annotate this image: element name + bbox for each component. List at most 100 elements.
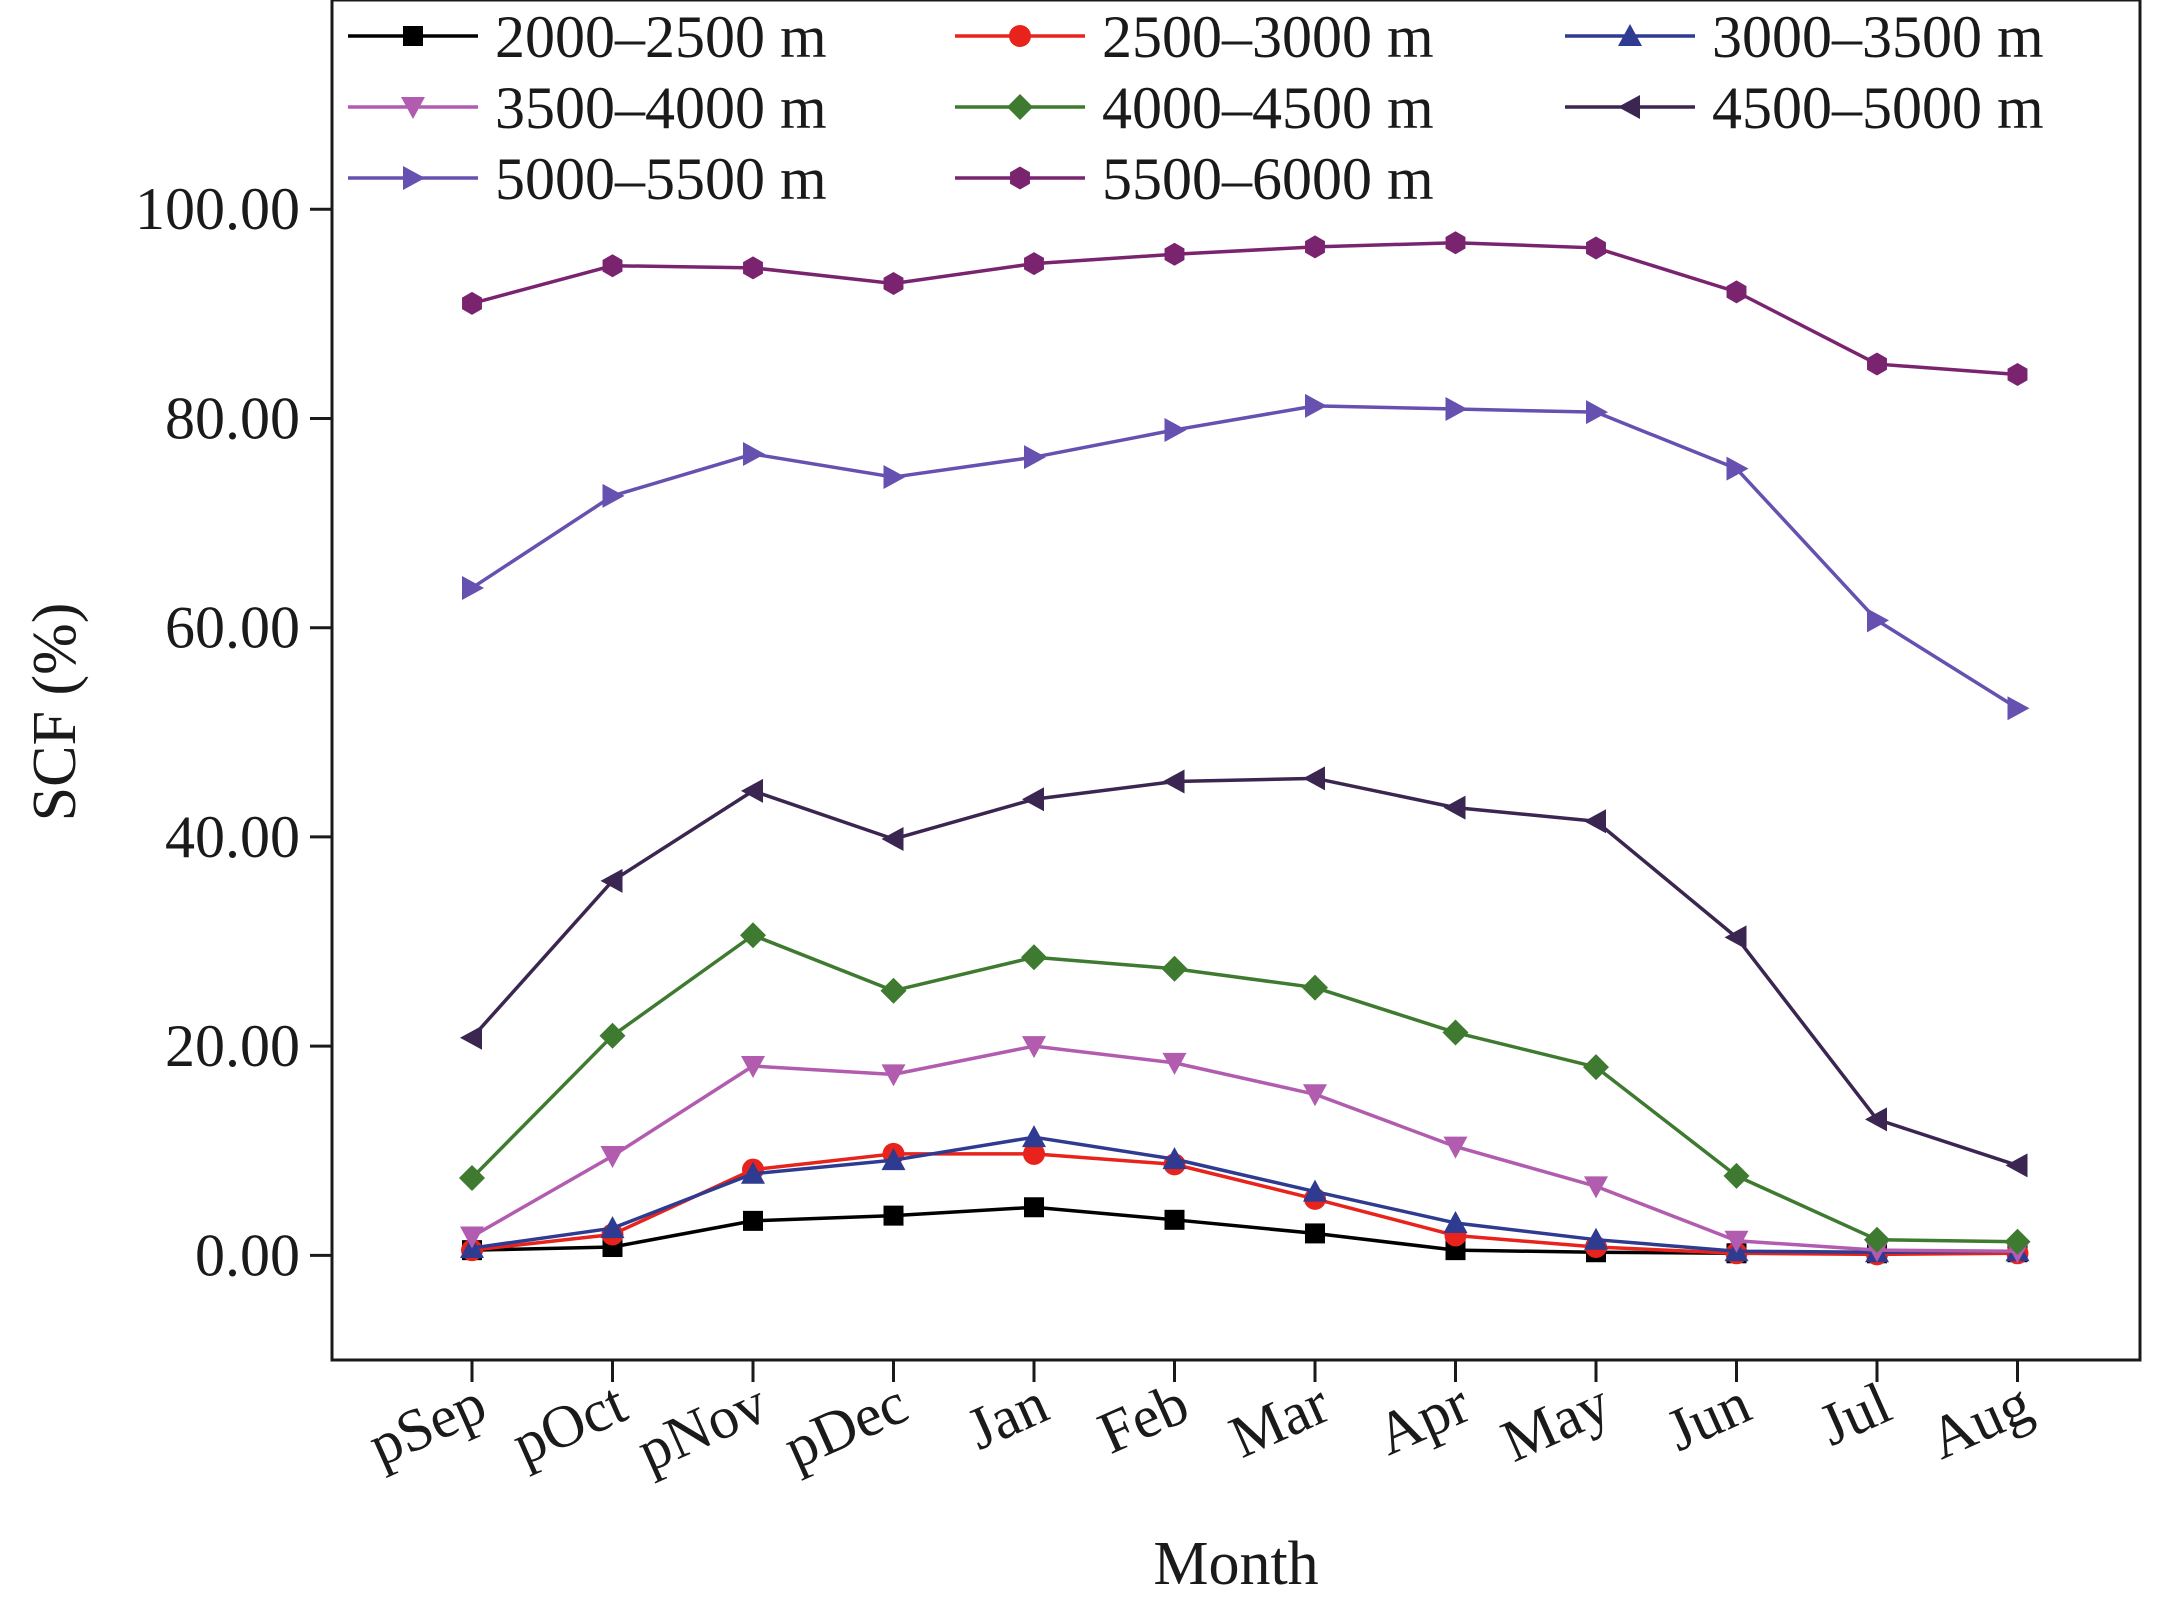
x-tick-label: Mar <box>1220 1370 1338 1471</box>
data-point <box>1305 1223 1325 1244</box>
data-point <box>1024 445 1046 470</box>
data-point <box>1024 1197 1044 1218</box>
series-group <box>462 393 2030 721</box>
data-point <box>741 1161 765 1184</box>
data-point <box>1584 1176 1608 1199</box>
data-point <box>743 442 765 467</box>
data-point <box>883 1205 904 1226</box>
data-point <box>1162 1147 1187 1170</box>
data-point <box>459 1164 485 1191</box>
legend-entry: 2500–3000 m <box>955 4 1434 70</box>
legend-label: 3500–4000 m <box>495 75 827 141</box>
data-point <box>883 465 906 490</box>
series-layer <box>459 231 2031 1266</box>
x-tick-label: Aug <box>1920 1370 2041 1472</box>
data-point <box>1584 1227 1608 1250</box>
series-group <box>459 922 2031 1255</box>
y-tick-label: 0.00 <box>195 1222 300 1288</box>
x-tick-label: Jul <box>1809 1370 1900 1459</box>
legend-swatch-marker <box>403 166 425 190</box>
legend-swatch-marker <box>1009 25 1031 47</box>
legend-label: 5000–5500 m <box>495 146 827 212</box>
data-point <box>2004 1228 2031 1255</box>
data-point <box>599 1022 626 1049</box>
series-group <box>460 1125 2030 1263</box>
legend-label: 4500–5000 m <box>1712 75 2044 141</box>
data-point <box>1726 280 1747 304</box>
data-point <box>881 1064 906 1087</box>
data-point <box>460 1025 482 1050</box>
series-group <box>460 766 2028 1178</box>
data-point <box>1305 235 1325 259</box>
data-point <box>1445 397 1468 422</box>
series-group <box>461 1142 2029 1266</box>
data-point <box>2007 696 2030 721</box>
data-point <box>1021 944 1047 971</box>
data-point <box>1302 974 1328 1001</box>
legend-swatch-marker <box>403 26 423 46</box>
y-tick-label: 80.00 <box>165 385 300 451</box>
x-tick-label: pOct <box>502 1369 636 1477</box>
data-point <box>1443 795 1466 820</box>
data-point <box>1164 1209 1185 1230</box>
data-point <box>1445 231 1466 255</box>
data-point <box>600 1216 625 1239</box>
series-group <box>460 1036 2030 1264</box>
legend-entry: 5000–5500 m <box>348 146 827 212</box>
data-point <box>1583 1054 1609 1081</box>
legend-label: 3000–3500 m <box>1712 4 2044 70</box>
data-point <box>1443 1136 1468 1159</box>
legend-entry: 4500–5000 m <box>1565 75 2044 141</box>
data-point <box>880 977 907 1004</box>
series-line <box>471 1152 2018 1257</box>
data-point <box>1164 417 1187 442</box>
data-point <box>1023 1142 1045 1165</box>
data-point <box>1024 252 1044 276</box>
data-point <box>1443 1210 1468 1233</box>
data-point <box>462 575 484 600</box>
legend-entry: 3500–4000 m <box>348 75 827 141</box>
series-line <box>471 404 2019 710</box>
series-line <box>471 1135 2018 1254</box>
data-point <box>1164 242 1185 266</box>
legend-label: 2000–2500 m <box>495 4 827 70</box>
data-point <box>1723 1162 1750 1189</box>
x-tick-label: May <box>1492 1370 1619 1475</box>
data-point <box>1586 236 1606 260</box>
data-point <box>1162 1052 1187 1075</box>
y-tick-label: 40.00 <box>165 804 300 870</box>
y-tick-label: 100.00 <box>135 176 300 242</box>
plot-frame <box>330 0 2142 1362</box>
data-point <box>743 256 763 280</box>
data-point <box>881 827 904 852</box>
data-point <box>1022 1125 1046 1148</box>
data-point <box>741 1056 765 1079</box>
x-tick-label: Jan <box>957 1370 1057 1463</box>
legend-swatch-marker <box>1618 95 1640 119</box>
x-tick-label: pNov <box>628 1370 777 1485</box>
data-point <box>883 272 904 296</box>
data-point <box>602 254 623 278</box>
data-point <box>460 1226 484 1249</box>
data-point <box>1303 766 1325 791</box>
data-point <box>1865 1107 1887 1132</box>
data-point <box>1022 1036 1046 1059</box>
x-tick-label: pSep <box>359 1370 495 1479</box>
data-point <box>600 868 623 893</box>
data-point <box>1022 787 1044 812</box>
legend: 2000–2500 m 2500–3000 m 3000–3500 m 3500–40… <box>348 4 2044 212</box>
data-point <box>1303 1179 1327 1202</box>
legend-swatch-marker <box>1010 166 1030 190</box>
y-axis-title: SCF (%) <box>21 603 89 822</box>
data-point <box>743 1210 763 1231</box>
legend-label: 5500–6000 m <box>1102 146 1434 212</box>
x-axis-title: Month <box>1153 1530 1318 1598</box>
data-point <box>2005 1153 2028 1178</box>
data-point <box>1586 400 1608 425</box>
data-point <box>1584 809 1606 834</box>
data-point <box>1724 925 1747 950</box>
legend-swatch-marker <box>1007 94 1033 120</box>
data-point <box>1162 769 1185 794</box>
